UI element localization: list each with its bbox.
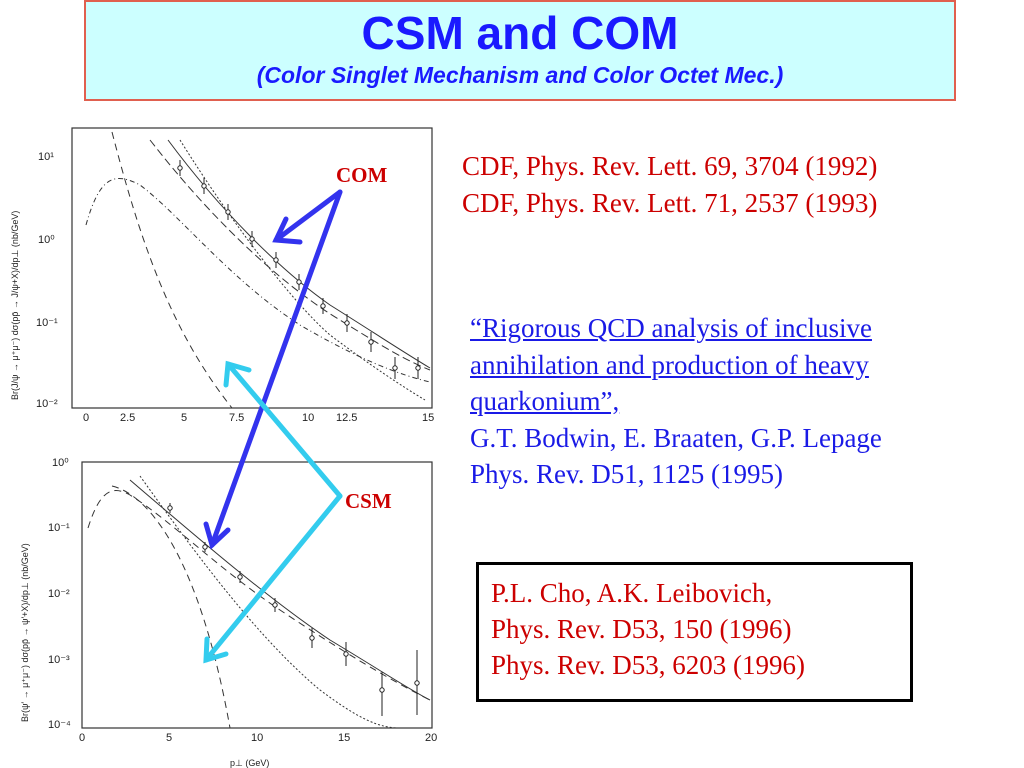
bottom-xtick: 20: [425, 732, 437, 744]
bottom-ytick: 10⁻³: [48, 654, 70, 666]
paper-link-line[interactable]: “Rigorous QCD analysis of inclusive: [470, 313, 872, 343]
top-plot: 10¹ 10⁰ 10⁻¹ 10⁻² 0 2.5 5 7.5 10 12.5 15…: [10, 127, 434, 424]
paper-link-line[interactable]: annihilation and production of heavy: [470, 349, 869, 380]
top-ytick: 10⁻²: [36, 398, 58, 410]
bottom-xtick: 5: [166, 732, 172, 744]
title-box: CSM and COM (Color Singlet Mechanism and…: [84, 0, 956, 101]
cho-line: P.L. Cho, A.K. Leibovich,: [491, 578, 773, 608]
com-arrows: [203, 189, 343, 550]
top-ytick: 10¹: [38, 151, 54, 163]
bottom-plot-frame: [81, 461, 433, 729]
bodwin-journal: Phys. Rev. D51, 1125 (1995): [470, 459, 783, 489]
bottom-xlabel: p⊥ (GeV): [230, 758, 269, 768]
top-ytick: 10⁰: [38, 234, 55, 246]
top-xtick: 2.5: [120, 412, 135, 424]
bottom-plot: 10⁰ 10⁻¹ 10⁻² 10⁻³ 10⁻⁴ 0 5 10 15 20 p⊥ …: [20, 457, 437, 768]
bottom-ytick: 10⁻²: [48, 588, 70, 600]
top-xtick: 10: [302, 412, 314, 424]
bottom-xtick: 0: [79, 732, 85, 744]
cdf-references: CDF, Phys. Rev. Lett. 69, 3704 (1992) CD…: [462, 148, 877, 222]
top-xtick: 5: [181, 412, 187, 424]
bodwin-authors: G.T. Bodwin, E. Braaten, G.P. Lepage: [470, 422, 882, 453]
bottom-ytick: 10⁻¹: [48, 522, 70, 534]
cdf-ref-1: CDF, Phys. Rev. Lett. 69, 3704 (1992): [462, 151, 878, 181]
com-label: COM: [336, 163, 388, 187]
top-plot-frame: [71, 127, 433, 409]
bottom-ytick: 10⁰: [52, 457, 69, 469]
cho-line: Phys. Rev. D53, 6203 (1996): [491, 650, 805, 680]
paper-link-line[interactable]: quarkonium”,: [470, 386, 620, 416]
csm-arrows: [203, 360, 343, 664]
top-ytick: 10⁻¹: [36, 317, 58, 329]
slide-title: CSM and COM: [361, 7, 679, 59]
top-xtick: 0: [83, 412, 89, 424]
top-ylabel: Br(J/ψ → μ⁺μ⁻) dσ(pp̄ → J/ψ+X)/dp⊥ (nb/G…: [10, 211, 20, 400]
slide-subtitle: (Color Singlet Mechanism and Color Octet…: [256, 62, 784, 88]
cho-line: Phys. Rev. D53, 150 (1996): [491, 614, 792, 644]
bottom-xtick: 10: [251, 732, 263, 744]
cdf-ref-2: CDF, Phys. Rev. Lett. 71, 2537 (1993): [462, 188, 878, 218]
cho-reference-box: P.L. Cho, A.K. Leibovich, Phys. Rev. D53…: [476, 562, 913, 702]
top-xtick: 7.5: [229, 412, 244, 424]
top-xtick: 12.5: [336, 412, 357, 424]
bottom-ylabel: Br(ψ′ → μ⁺μ⁻) dσ(pp̄ → ψ′+X)/dp⊥ (nb/GeV…: [20, 543, 30, 722]
bottom-ytick: 10⁻⁴: [48, 719, 71, 731]
bodwin-reference: “Rigorous QCD analysis of inclusive anni…: [470, 310, 1010, 493]
top-xtick: 15: [422, 412, 434, 424]
bottom-xtick: 15: [338, 732, 350, 744]
csm-label: CSM: [345, 489, 392, 513]
